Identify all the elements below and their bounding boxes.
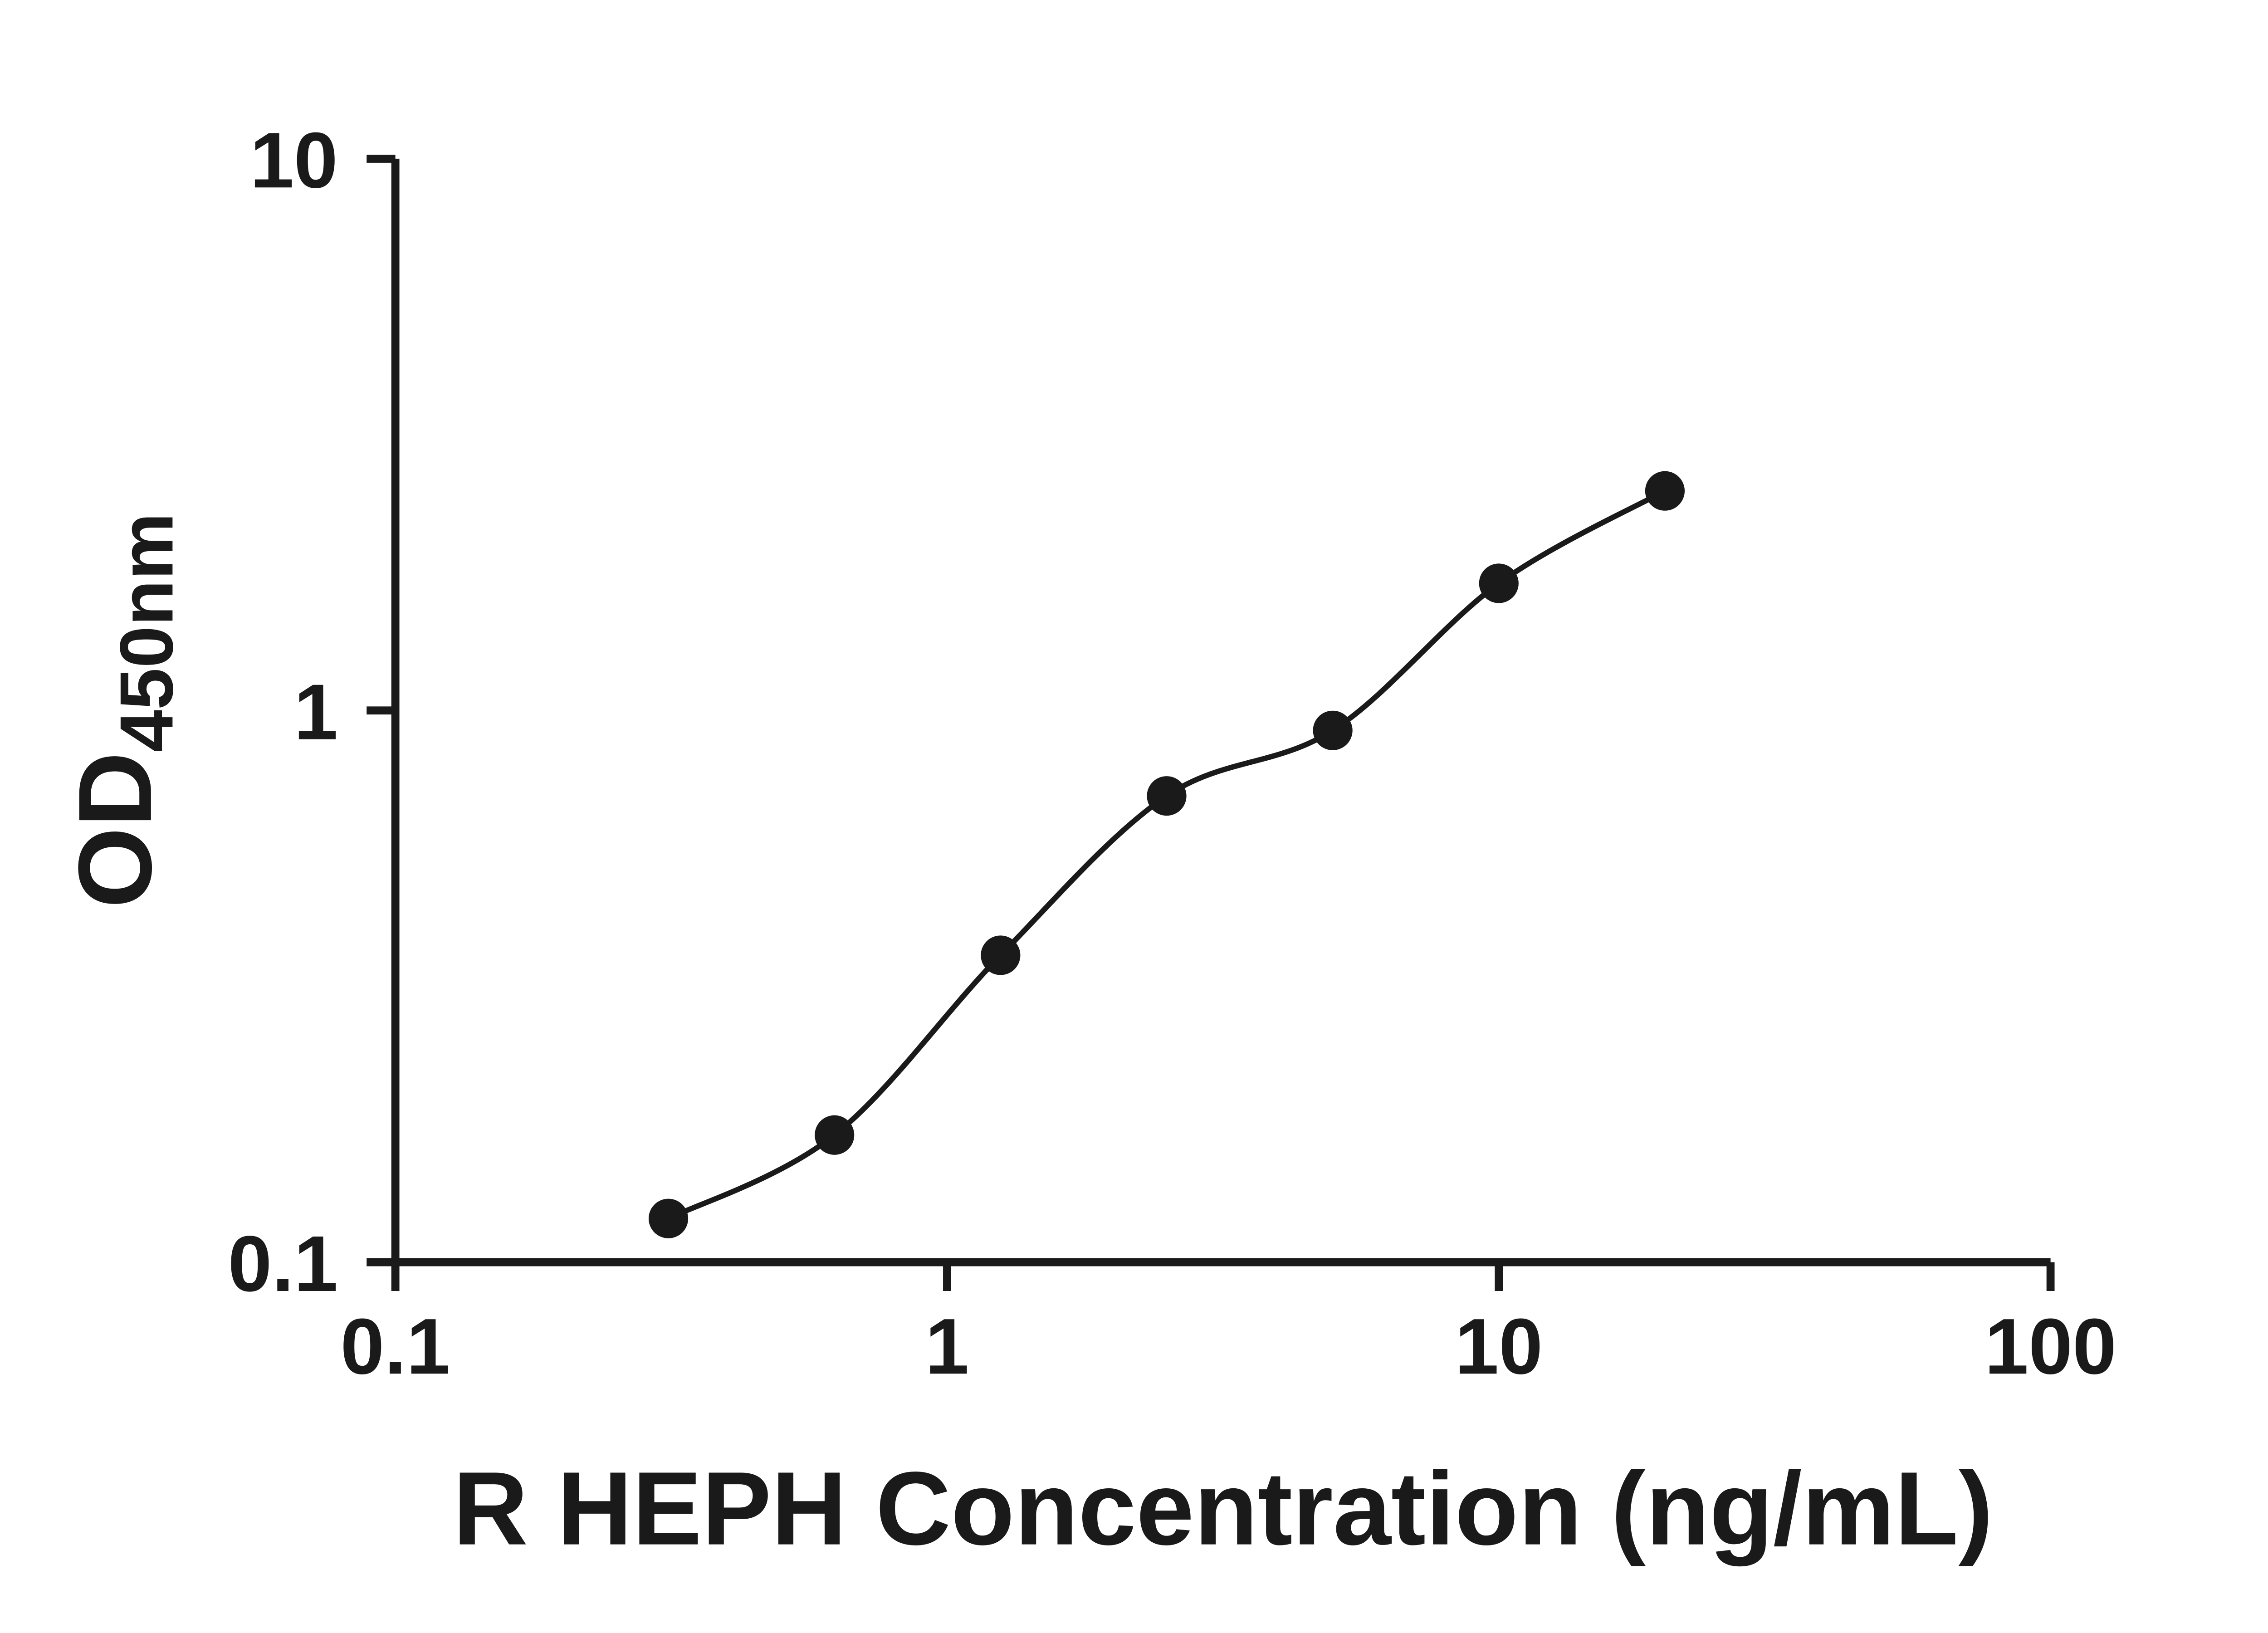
x-tick-label: 1 (925, 1302, 969, 1390)
y-axis-title: OD450nm (57, 513, 189, 908)
data-point (815, 1115, 855, 1155)
x-tick-label: 100 (1984, 1302, 2116, 1390)
data-point (648, 1198, 689, 1238)
x-tick-label: 0.1 (340, 1302, 450, 1390)
y-tick-label: 10 (250, 116, 338, 204)
fit-curve (667, 489, 1667, 1221)
x-axis-title: R HEPH Concentration (ng/mL) (453, 1450, 1993, 1567)
data-point (981, 935, 1021, 975)
axes-frame (391, 158, 2051, 1266)
data-point (1645, 471, 1685, 511)
y-axis-title-subscript: 450nm (104, 513, 189, 752)
x-tick-label: 10 (1455, 1302, 1543, 1390)
data-point (1313, 710, 1353, 750)
data-point (1479, 563, 1519, 603)
y-tick-label: 0.1 (228, 1219, 338, 1308)
data-point (1147, 776, 1187, 816)
y-axis-title-main: OD (57, 752, 173, 909)
y-tick-label: 1 (294, 668, 338, 756)
